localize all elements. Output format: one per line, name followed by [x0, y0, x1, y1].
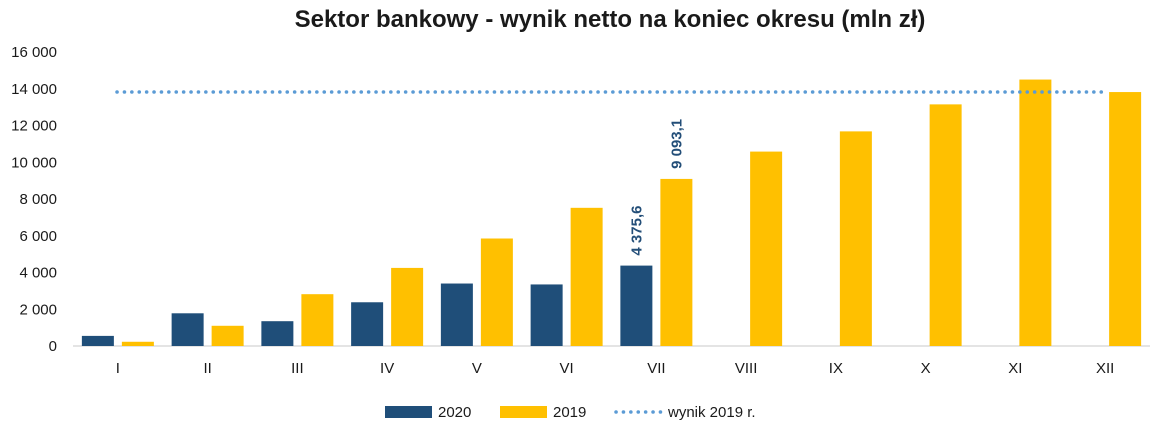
- bar-2019-VIII: [750, 151, 783, 346]
- data-label-2020-VII: 4 375,6: [628, 206, 645, 256]
- legend: 2020 2019 wynik 2019 r.: [385, 404, 756, 421]
- chart-title: Sektor bankowy - wynik netto na koniec o…: [295, 6, 926, 33]
- legend-label-2019: 2019: [553, 404, 586, 421]
- bar-2019-V: [480, 238, 513, 346]
- bar-2019-VII: [660, 178, 693, 346]
- x-tick-label: X: [921, 360, 931, 377]
- x-tick-label: VIII: [735, 360, 758, 377]
- bar-2020-V: [440, 283, 473, 346]
- y-tick-label: 4 000: [19, 265, 57, 282]
- y-tick-label: 16 000: [11, 44, 57, 61]
- bar-2019-I: [121, 341, 154, 346]
- bar-2019-VI: [570, 207, 603, 346]
- bar-2019-XII: [1109, 92, 1142, 347]
- legend-swatch-2019: [500, 406, 547, 418]
- data-labels: 4 375,6 9 093,1: [628, 119, 685, 256]
- x-tick-label: VII: [647, 360, 665, 377]
- bar-2020-VII: [620, 265, 653, 346]
- bar-2020-IV: [351, 302, 384, 346]
- bar-2020-VI: [530, 284, 563, 346]
- data-label-2019-VII: 9 093,1: [668, 119, 685, 169]
- x-tick-label: III: [291, 360, 304, 377]
- y-tick-label: 6 000: [19, 228, 57, 245]
- bar-2020-II: [171, 313, 204, 346]
- x-tick-label: VI: [560, 360, 574, 377]
- bar-2019-X: [929, 104, 962, 347]
- x-tick-label: XI: [1008, 360, 1022, 377]
- x-tick-label: IV: [380, 360, 394, 377]
- legend-swatch-2020: [385, 406, 432, 418]
- y-tick-label: 2 000: [19, 301, 57, 318]
- bar-2020-I: [81, 335, 114, 346]
- bar-2019-II: [211, 325, 244, 346]
- x-tick-label: XII: [1096, 360, 1114, 377]
- y-tick-label: 10 000: [11, 154, 57, 171]
- bar-2019-XI: [1019, 79, 1052, 346]
- y-tick-label: 0: [49, 338, 57, 355]
- y-tick-label: 8 000: [19, 191, 57, 208]
- x-tick-label: IX: [829, 360, 843, 377]
- bars: [81, 79, 1142, 347]
- x-axis: I II III IV V VI VII VIII IX X XI XII: [73, 345, 1150, 377]
- legend-label-2020: 2020: [438, 404, 471, 421]
- bar-2019-IX: [839, 131, 872, 346]
- bar-2019-IV: [391, 267, 424, 346]
- y-tick-label: 14 000: [11, 81, 57, 98]
- bar-2020-III: [261, 321, 294, 346]
- legend-label-reference: wynik 2019 r.: [667, 404, 756, 421]
- x-tick-label: V: [472, 360, 482, 377]
- y-axis: 0 2 000 4 000 6 000 8 000 10 000 12 000 14 000 1…: [11, 44, 57, 355]
- y-tick-label: 12 000: [11, 118, 57, 135]
- bar-2019-III: [301, 294, 334, 346]
- x-tick-label: I: [116, 360, 120, 377]
- x-tick-label: II: [203, 360, 211, 377]
